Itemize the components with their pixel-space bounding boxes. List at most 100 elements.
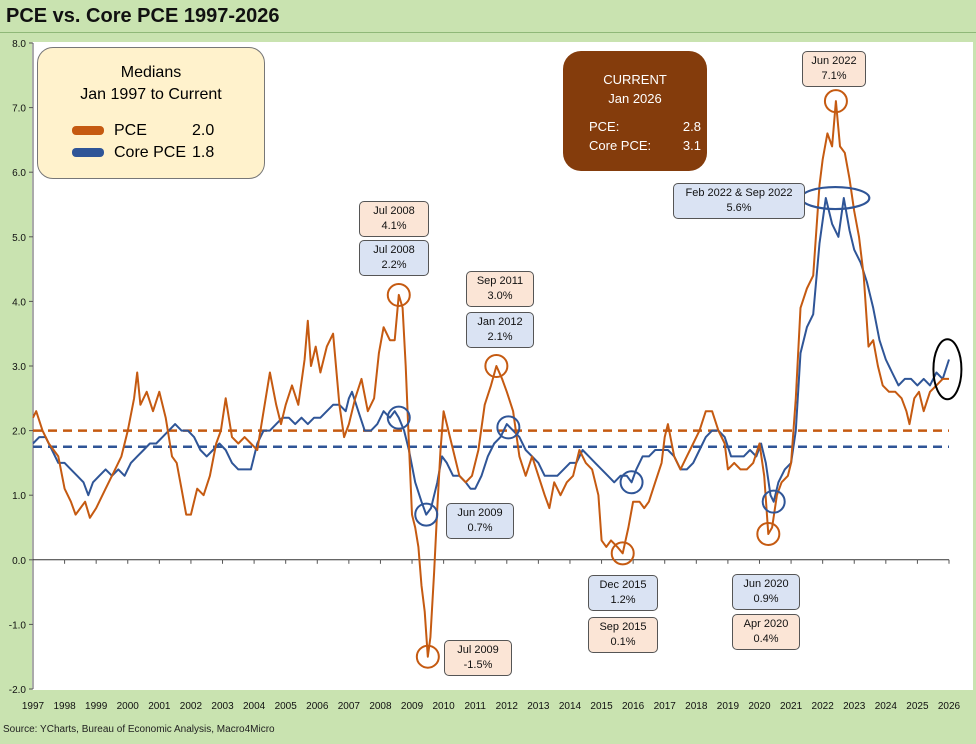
x-tick-label: 2001 [148, 701, 171, 712]
pce-jun2022-marker [823, 89, 848, 114]
current-values-marker [932, 338, 963, 401]
medians-legend: Medians Jan 1997 to Current PCE 2.0 Core… [37, 47, 265, 179]
x-tick-label: 2026 [938, 701, 961, 712]
legend-item-pce: PCE 2.0 [72, 120, 214, 142]
annotation-core-2022: Feb 2022 & Sep 2022 5.6% [673, 183, 805, 219]
core-jun2020-marker [761, 489, 786, 514]
core-dec2015-marker [619, 470, 644, 495]
annotation-date: Feb 2022 & Sep 2022 [685, 187, 793, 199]
x-tick-label: 2000 [117, 701, 140, 712]
x-tick-label: 2006 [306, 701, 329, 712]
x-tick-label: 2019 [717, 701, 740, 712]
core-pce-series-line [32, 197, 950, 516]
x-tick-label: 2012 [496, 701, 519, 712]
y-tick-label: 1.0 [12, 491, 26, 502]
x-tick-label: 1999 [85, 701, 108, 712]
core-jul2008-marker [386, 405, 411, 430]
legend-item-label: PCE [114, 122, 147, 139]
annotation-value: 3.0% [487, 290, 513, 302]
current-pce-label: PCE: [589, 119, 620, 134]
x-tick-label: 2013 [527, 701, 550, 712]
annotation-date: Jun 2022 [811, 55, 857, 67]
annotation-value: 2.1% [487, 331, 513, 343]
y-tick-label: 4.0 [12, 297, 26, 308]
annotation-date: Jul 2008 [373, 205, 415, 217]
core-jan2012-marker [496, 415, 521, 440]
chart-title: PCE vs. Core PCE 1997-2026 [6, 5, 280, 27]
x-tick-label: 1997 [22, 701, 45, 712]
y-tick-label: 5.0 [12, 233, 26, 244]
title-divider [0, 32, 976, 33]
current-values-box: CURRENT Jan 2026 PCE: 2.8 Core PCE: 3.1 [563, 51, 707, 171]
x-tick-label: 2004 [243, 701, 266, 712]
annotation-core-jan2012: Jan 2012 2.1% [466, 312, 534, 348]
annotation-date: Apr 2020 [743, 618, 789, 630]
annotation-pce-sep2015: Sep 2015 0.1% [588, 617, 658, 653]
current-pce-value: 2.8 [682, 119, 701, 134]
annotation-date: Jun 2009 [457, 507, 503, 519]
y-tick-label: 6.0 [12, 168, 26, 179]
x-tick-label: 2022 [812, 701, 835, 712]
annotation-value: 0.4% [753, 633, 779, 645]
y-tick-label: 7.0 [12, 104, 26, 115]
pce-sep2011-marker [484, 354, 509, 378]
source-note: Source: YCharts, Bureau of Economic Anal… [3, 724, 275, 735]
legend-item-label: Core PCE [114, 144, 187, 161]
x-tick-label: 2010 [432, 701, 455, 712]
current-pce-row: PCE: 2.8 [589, 117, 701, 136]
annotation-value: -1.5% [463, 659, 493, 671]
annotation-value: 4.1% [381, 220, 407, 232]
annotation-value: 1.2% [610, 594, 636, 606]
y-tick-label: 3.0 [12, 362, 26, 373]
annotation-core-jun2020: Jun 2020 0.9% [732, 574, 800, 610]
annotation-pce-jul2008: Jul 2008 4.1% [359, 201, 429, 237]
x-tick-label: 2015 [590, 701, 613, 712]
x-tick-label: 2009 [401, 701, 424, 712]
x-tick-label: 1998 [53, 701, 76, 712]
current-title: CURRENT [603, 72, 667, 87]
x-tick-label: 2002 [180, 701, 203, 712]
annotation-date: Jul 2008 [373, 244, 415, 256]
current-core-value: 3.1 [682, 138, 701, 153]
x-tick-label: 2007 [338, 701, 361, 712]
annotation-date: Dec 2015 [599, 579, 647, 591]
x-tick-label: 2008 [369, 701, 392, 712]
annotation-pce-apr2020: Apr 2020 0.4% [732, 614, 800, 650]
core-jun2009-marker [414, 502, 439, 527]
legend-item-value: 1.8 [192, 144, 215, 161]
x-tick-label: 2005 [275, 701, 298, 712]
x-tick-label: 2014 [559, 701, 582, 712]
annotation-value: 0.9% [753, 593, 779, 605]
annotation-pce-jul2009: Jul 2009 -1.5% [444, 640, 512, 676]
y-tick-label: 8.0 [12, 39, 26, 50]
annotation-core-dec2015: Dec 2015 1.2% [588, 575, 658, 611]
legend-subtitle: Jan 1997 to Current [80, 86, 222, 103]
y-tick-label: -2.0 [9, 685, 27, 696]
annotation-value: 2.2% [381, 259, 407, 271]
x-tick-label: 2011 [464, 701, 486, 712]
legend-item-core-pce: Core PCE 1.8 [72, 142, 214, 164]
annotation-core-jun2009: Jun 2009 0.7% [446, 503, 514, 539]
pce-sep2015-marker [610, 541, 635, 566]
y-tick-label: -1.0 [9, 620, 27, 631]
current-date: Jan 2026 [608, 91, 662, 106]
x-tick-label: 2017 [654, 701, 677, 712]
pce-series-line [32, 100, 949, 658]
annotation-date: Sep 2011 [476, 275, 524, 287]
core-pce-swatch [72, 148, 104, 158]
x-tick-label: 2021 [780, 701, 803, 712]
annotation-value: 0.7% [467, 522, 493, 534]
core-2022-peaks-marker [800, 185, 871, 211]
y-tick-label: 0.0 [12, 556, 26, 567]
annotation-pce-jun2022: Jun 2022 7.1% [802, 51, 866, 87]
x-tick-label: 2023 [843, 701, 866, 712]
annotation-date: Sep 2015 [599, 621, 647, 633]
x-tick-label: 2016 [622, 701, 645, 712]
pce-jul2009-marker [415, 644, 440, 669]
legend-title: Medians [120, 64, 182, 81]
annotation-date: Jan 2012 [477, 316, 523, 328]
annotation-core-jul2008: Jul 2008 2.2% [359, 240, 429, 276]
current-core-label: Core PCE: [589, 138, 652, 153]
x-tick-label: 2025 [906, 701, 929, 712]
